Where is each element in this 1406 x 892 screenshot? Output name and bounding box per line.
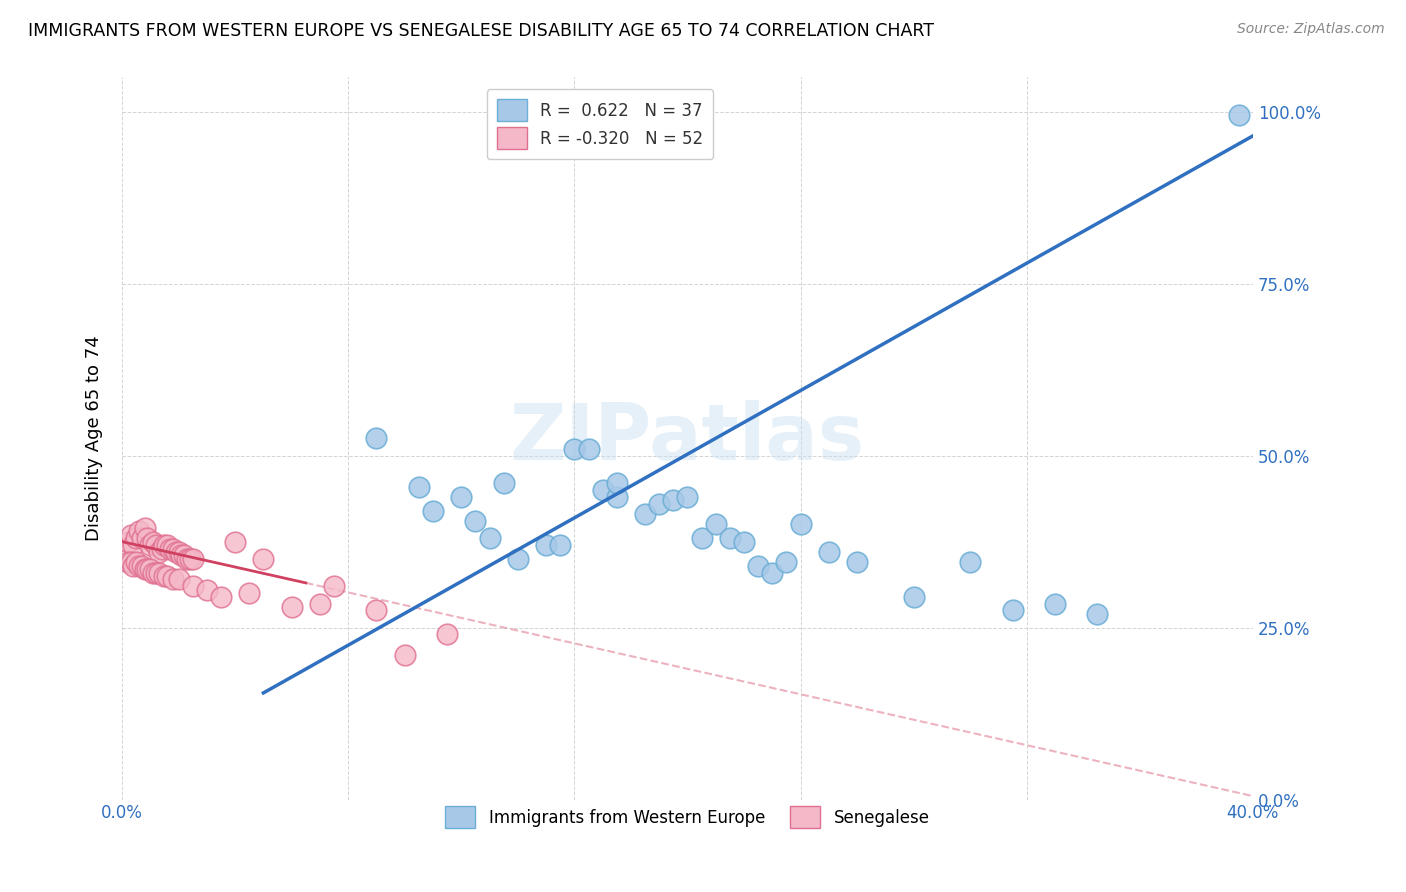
Point xyxy=(676,490,699,504)
Point xyxy=(548,538,571,552)
Point xyxy=(464,514,486,528)
Point xyxy=(195,582,218,597)
Point xyxy=(120,528,142,542)
Text: ZIPatlas: ZIPatlas xyxy=(510,401,865,476)
Point xyxy=(165,545,187,559)
Point xyxy=(408,480,430,494)
Point xyxy=(122,538,145,552)
Text: IMMIGRANTS FROM WESTERN EUROPE VS SENEGALESE DISABILITY AGE 65 TO 74 CORRELATION: IMMIGRANTS FROM WESTERN EUROPE VS SENEGA… xyxy=(28,22,934,40)
Point xyxy=(1043,597,1066,611)
Point xyxy=(148,566,170,580)
Point xyxy=(606,476,628,491)
Legend: Immigrants from Western Europe, Senegalese: Immigrants from Western Europe, Senegale… xyxy=(439,800,936,835)
Point xyxy=(394,648,416,662)
Point xyxy=(136,562,159,576)
Point xyxy=(252,551,274,566)
Point xyxy=(238,586,260,600)
Point xyxy=(492,476,515,491)
Point xyxy=(179,551,201,566)
Point xyxy=(1001,603,1024,617)
Point xyxy=(153,538,176,552)
Point xyxy=(534,538,557,552)
Point xyxy=(648,497,671,511)
Point xyxy=(139,562,162,576)
Point xyxy=(181,579,204,593)
Point xyxy=(181,551,204,566)
Point xyxy=(733,534,755,549)
Point xyxy=(159,541,181,556)
Point xyxy=(903,590,925,604)
Y-axis label: Disability Age 65 to 74: Disability Age 65 to 74 xyxy=(86,335,103,541)
Point xyxy=(120,555,142,569)
Point xyxy=(167,573,190,587)
Point xyxy=(450,490,472,504)
Point xyxy=(606,490,628,504)
Point xyxy=(131,558,153,573)
Point xyxy=(634,507,657,521)
Point xyxy=(323,579,346,593)
Point xyxy=(148,545,170,559)
Point xyxy=(718,531,741,545)
Point xyxy=(564,442,586,456)
Point xyxy=(478,531,501,545)
Point xyxy=(817,545,839,559)
Point xyxy=(662,493,685,508)
Point xyxy=(134,562,156,576)
Point xyxy=(122,558,145,573)
Point xyxy=(422,504,444,518)
Point xyxy=(128,524,150,539)
Point xyxy=(142,534,165,549)
Point xyxy=(142,566,165,580)
Point xyxy=(170,549,193,563)
Point xyxy=(775,555,797,569)
Point xyxy=(162,541,184,556)
Point xyxy=(209,590,232,604)
Point xyxy=(224,534,246,549)
Point xyxy=(139,538,162,552)
Point xyxy=(690,531,713,545)
Point xyxy=(761,566,783,580)
Point xyxy=(176,551,198,566)
Point xyxy=(117,555,139,569)
Point xyxy=(117,534,139,549)
Point xyxy=(162,573,184,587)
Point xyxy=(125,531,148,545)
Point xyxy=(578,442,600,456)
Point xyxy=(592,483,614,497)
Point xyxy=(789,517,811,532)
Point xyxy=(747,558,769,573)
Point xyxy=(309,597,332,611)
Point xyxy=(959,555,981,569)
Point xyxy=(280,599,302,614)
Point xyxy=(131,531,153,545)
Point xyxy=(366,603,388,617)
Point xyxy=(153,569,176,583)
Point xyxy=(520,122,543,136)
Point xyxy=(156,569,179,583)
Point xyxy=(150,541,173,556)
Point xyxy=(173,549,195,563)
Point xyxy=(125,555,148,569)
Point xyxy=(1227,108,1250,122)
Point xyxy=(1085,607,1108,621)
Point xyxy=(156,538,179,552)
Text: Source: ZipAtlas.com: Source: ZipAtlas.com xyxy=(1237,22,1385,37)
Point xyxy=(436,627,458,641)
Point xyxy=(145,538,167,552)
Point xyxy=(846,555,869,569)
Point xyxy=(704,517,727,532)
Point xyxy=(136,531,159,545)
Point xyxy=(366,432,388,446)
Point xyxy=(548,122,571,136)
Point xyxy=(145,566,167,580)
Point xyxy=(167,545,190,559)
Point xyxy=(134,521,156,535)
Point xyxy=(506,551,529,566)
Point xyxy=(128,558,150,573)
